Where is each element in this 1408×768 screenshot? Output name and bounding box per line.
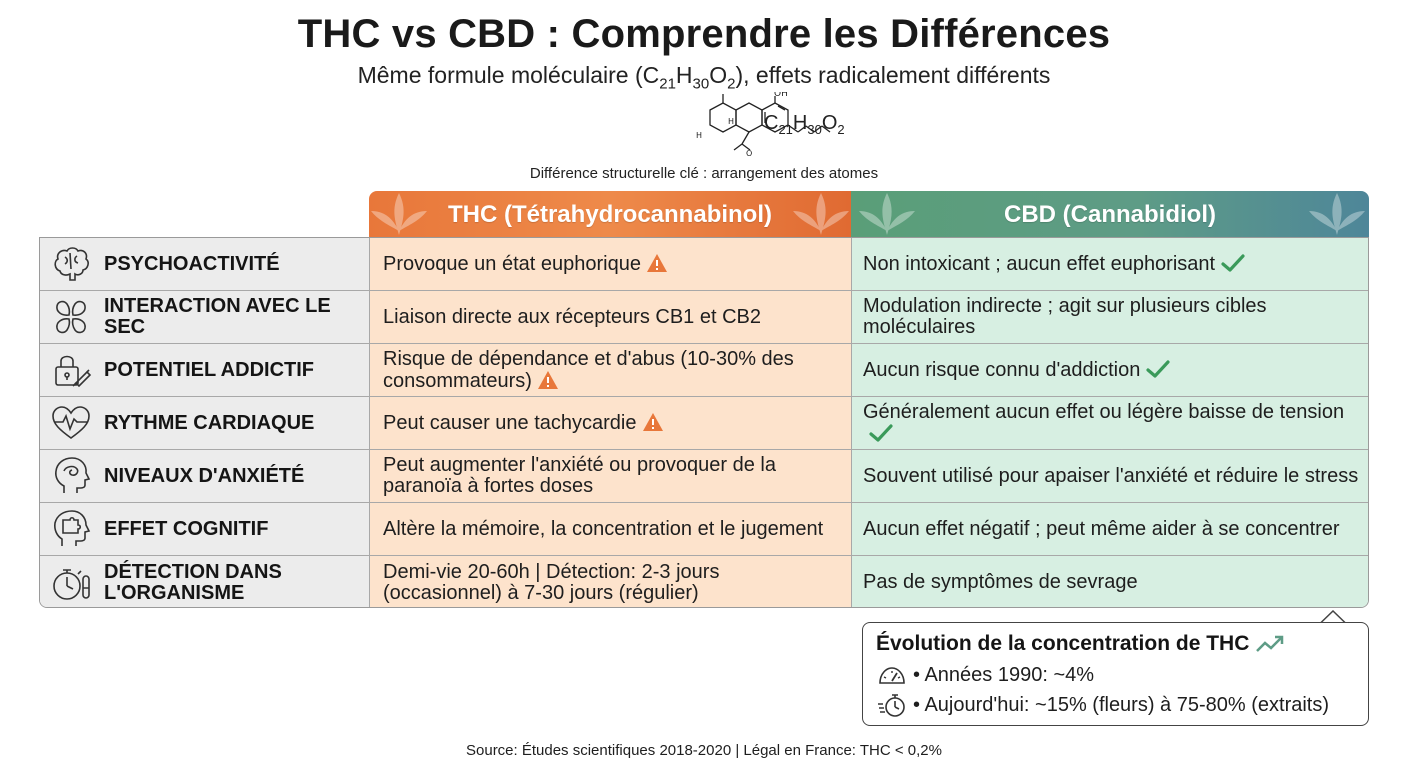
cbd-value: Non intoxicant ; aucun effet euphorisant bbox=[863, 253, 1245, 275]
row-label: EFFET COGNITIF bbox=[104, 517, 269, 540]
heartbeat-icon bbox=[52, 406, 90, 439]
evolution-title: Évolution de la concentration de THC bbox=[876, 632, 1285, 656]
page-subtitle: Même formule moléculaire (C21H30O2), eff… bbox=[357, 62, 1051, 93]
molecule-formula-text: C21H30O2 bbox=[764, 112, 845, 137]
column-header-cbd: CBD (Cannabidiol) bbox=[851, 191, 1369, 238]
molecule-structure-diagram: OH H H O bbox=[696, 92, 831, 158]
thc-value: Risque de dépendance et d'abus (10-30% d… bbox=[383, 347, 794, 392]
source-footnote: Source: Études scientifiques 2018-2020 |… bbox=[466, 742, 942, 759]
check-icon bbox=[869, 423, 893, 442]
thc-value: Peut causer une tachycardie bbox=[383, 412, 664, 434]
row-label: NIVEAUX D'ANXIÉTÉ bbox=[104, 464, 305, 487]
cbd-value: Aucun risque connu d'addiction bbox=[863, 359, 1170, 381]
table-row-effet-cognitif: EFFET COGNITIF Altère la mémoire, la con… bbox=[40, 503, 1368, 556]
check-icon bbox=[1221, 254, 1245, 272]
padlock-syringe-icon bbox=[55, 355, 92, 388]
table-row-rythme-cardiaque: RYTHME CARDIAQUE Peut causer une tachyca… bbox=[40, 397, 1368, 450]
comparison-table: PSYCHOACTIVITÉ Provoque un état euphoriq… bbox=[39, 237, 1369, 608]
thc-value: Peut augmenter l'anxiété ou provoquer de… bbox=[383, 454, 776, 497]
row-label: DÉTECTION DANS L'ORGANISME bbox=[104, 560, 282, 604]
cbd-value: Souvent utilisé pour apaiser l'anxiété e… bbox=[863, 464, 1359, 487]
row-label: PSYCHOACTIVITÉ bbox=[104, 252, 280, 275]
warning-icon bbox=[646, 254, 667, 272]
page-title: THC vs CBD : Comprendre les Différences bbox=[297, 12, 1111, 56]
table-row-niveaux-anxiete: NIVEAUX D'ANXIÉTÉ Peut augmenter l'anxié… bbox=[40, 450, 1368, 503]
table-row-psychoactivite: PSYCHOACTIVITÉ Provoque un état euphoriq… bbox=[40, 238, 1368, 291]
row-label: RYTHME CARDIAQUE bbox=[104, 411, 315, 434]
speedometer-icon bbox=[879, 667, 905, 684]
molecule-o-label: O bbox=[746, 149, 752, 158]
trend-up-icon bbox=[1256, 635, 1284, 652]
head-anxiety-icon bbox=[55, 457, 91, 493]
column-header-cbd-label: CBD (Cannabidiol) bbox=[1004, 200, 1216, 228]
thc-value: Demi-vie 20-60h | Détection: 2-3 jours (… bbox=[383, 560, 720, 604]
thc-value: Altère la mémoire, la concentration et l… bbox=[383, 517, 824, 540]
column-header-thc-label: THC (Tétrahydrocannabinol) bbox=[447, 200, 772, 228]
thc-evolution-callout: Évolution de la concentration de THC • A… bbox=[862, 622, 1369, 726]
check-icon bbox=[1146, 360, 1170, 378]
cannabis-leaf-icon bbox=[371, 193, 427, 235]
table-row-potentiel-addictif: POTENTIEL ADDICTIF Risque de dépendance … bbox=[40, 344, 1368, 397]
evolution-line-1990: • Années 1990: ~4% bbox=[877, 663, 1094, 687]
cannabis-leaf-icon bbox=[793, 193, 849, 235]
cbd-value: Modulation indirecte ; agit sur plusieur… bbox=[863, 295, 1267, 338]
stopwatch-icon bbox=[878, 694, 905, 717]
molecule-h-label: H bbox=[728, 117, 734, 126]
stopwatch-testtube-icon bbox=[53, 568, 90, 600]
table-row-interaction-sec: INTERACTION AVEC LE SEC Liaison directe … bbox=[40, 291, 1368, 344]
puzzle-head-icon bbox=[54, 510, 91, 546]
warning-icon bbox=[642, 413, 663, 431]
row-label: POTENTIEL ADDICTIF bbox=[104, 358, 314, 381]
callout-notch bbox=[1320, 610, 1346, 624]
evolution-line-today: • Aujourd'hui: ~15% (fleurs) à 75-80% (e… bbox=[877, 692, 1329, 718]
structural-note: Différence structurelle clé : arrangemen… bbox=[529, 165, 879, 182]
receptor-icon bbox=[56, 300, 86, 334]
thc-value: Provoque un état euphorique bbox=[383, 253, 668, 275]
thc-value: Liaison directe aux récepteurs CB1 et CB… bbox=[383, 305, 761, 328]
cbd-value: Pas de symptômes de sevrage bbox=[863, 571, 1138, 593]
cbd-value: Aucun effet négatif ; peut même aider à … bbox=[863, 517, 1340, 540]
cannabis-leaf-icon bbox=[1309, 193, 1365, 235]
warning-icon bbox=[537, 370, 558, 389]
table-row-detection: DÉTECTION DANS L'ORGANISME Demi-vie 20-6… bbox=[40, 556, 1368, 607]
brain-icon bbox=[54, 247, 89, 281]
molecule-oh-label: OH bbox=[774, 92, 788, 99]
molecule-h-label: H bbox=[696, 131, 702, 140]
row-label: INTERACTION AVEC LE SEC bbox=[104, 295, 331, 338]
cbd-value: Généralement aucun effet ou légère baiss… bbox=[863, 401, 1364, 445]
cannabis-leaf-icon bbox=[859, 193, 915, 235]
column-header-thc: THC (Tétrahydrocannabinol) bbox=[369, 191, 851, 238]
